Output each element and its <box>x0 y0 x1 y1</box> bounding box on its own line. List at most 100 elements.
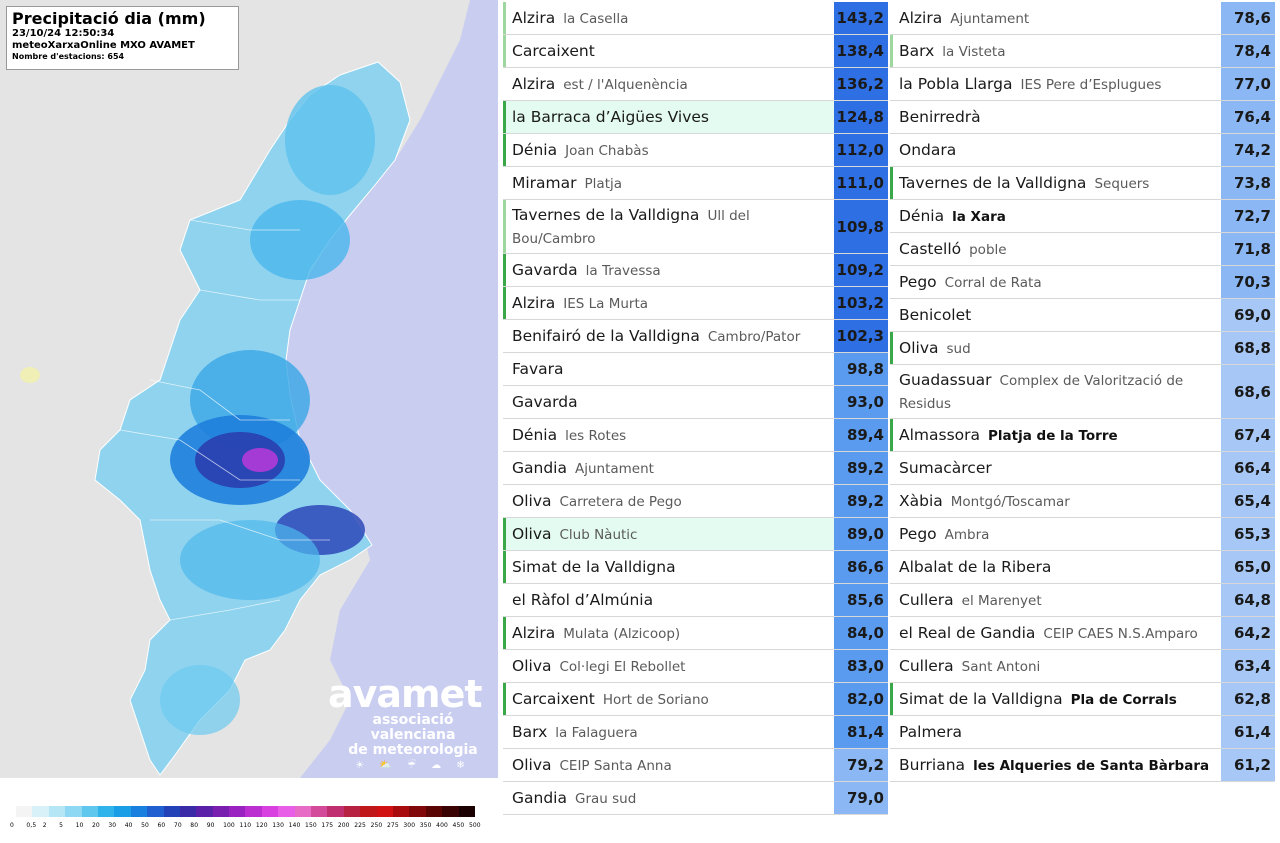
legend-label: 60 <box>157 822 166 829</box>
station-name-wrap: Alzira IES La Murta <box>512 292 648 315</box>
precipitation-value: 111,0 <box>834 167 888 199</box>
station-name-wrap: la Pobla Llarga IES Pere d’Esplugues <box>899 73 1161 96</box>
station-name-cell: Carcaixent <box>503 35 834 67</box>
station-name-cell: Benifairó de la Valldigna Cambro/Pator <box>503 320 834 352</box>
town-name: Burriana <box>899 755 966 774</box>
town-name: Ondara <box>899 141 957 159</box>
ranking-row: Alzira est / l'Alquenència 136,2 <box>503 68 888 101</box>
legend-swatch <box>32 806 49 817</box>
station-name-cell: Sumacàrcer <box>890 452 1221 484</box>
legend-label: 30 <box>108 822 117 829</box>
legend-swatch <box>311 806 328 817</box>
station-name-wrap: Gavarda <box>512 391 578 413</box>
ranking-row: Albalat de la Ribera 65,0 <box>890 551 1275 584</box>
precipitation-value: 136,2 <box>834 68 888 100</box>
station-label: CEIP CAES N.S.Amparo <box>1043 625 1198 642</box>
town-name: Benicolet <box>899 306 972 324</box>
ranking-row: la Pobla Llarga IES Pere d’Esplugues 77,0 <box>890 68 1275 101</box>
station-name-cell: Barx la Falaguera <box>503 716 834 748</box>
station-label: la Travessa <box>585 262 661 279</box>
ranking-row: Almassora Platja de la Torre 67,4 <box>890 419 1275 452</box>
station-label: Hort de Soriano <box>602 691 709 708</box>
station-name-cell: la Barraca d’Aigües Vives <box>503 101 834 133</box>
station-name-cell: Palmera <box>890 716 1221 748</box>
precipitation-value: 67,4 <box>1221 419 1275 451</box>
station-name-wrap: Sumacàrcer <box>899 457 992 479</box>
ranking-row: el Real de Gandia CEIP CAES N.S.Amparo 64,… <box>890 617 1275 650</box>
legend-label: 450 <box>452 822 465 829</box>
ranking-row: Cullera Sant Antoni 63,4 <box>890 650 1275 683</box>
town-name: Gavarda <box>512 260 578 279</box>
station-name-wrap: Benicolet <box>899 304 971 326</box>
precipitation-value: 79,2 <box>834 749 888 781</box>
station-name-wrap: Tavernes de la Valldigna Sequers <box>899 172 1149 195</box>
ranking-row: Oliva Club Nàutic 89,0 <box>503 518 888 551</box>
legend-label: 20 <box>91 822 100 829</box>
station-name-cell: Alzira Mulata (Alzicoop) <box>503 617 834 649</box>
town-name: el Ràfol d’Almúnia <box>512 591 654 609</box>
precipitation-value: 71,8 <box>1221 233 1275 265</box>
town-name: Simat de la Valldigna <box>512 558 676 576</box>
station-name-cell: Alzira Ajuntament <box>890 2 1221 34</box>
precipitation-value: 112,0 <box>834 134 888 166</box>
station-label: CEIP Santa Anna <box>559 757 672 774</box>
map-stations-count: Nombre d'estacions: 654 <box>12 52 125 61</box>
town-name: Dénia <box>899 206 945 225</box>
station-name-cell: Dénia les Rotes <box>503 419 834 451</box>
station-name-cell: Albalat de la Ribera <box>890 551 1221 583</box>
station-name-cell: Simat de la Valldigna Pla de Corrals <box>890 683 1221 715</box>
station-name-wrap: Dénia la Xara <box>899 205 1006 228</box>
legend-label: 110 <box>239 822 252 829</box>
ranking-row: Pego Corral de Rata 70,3 <box>890 266 1275 299</box>
precipitation-value: 63,4 <box>1221 650 1275 682</box>
ranking-row: Gavarda 93,0 <box>503 386 888 419</box>
ranking-row: Castelló poble 71,8 <box>890 233 1275 266</box>
station-name-wrap: Gandia Ajuntament <box>512 457 654 480</box>
town-name: Miramar <box>512 173 577 192</box>
legend-swatch <box>147 806 164 817</box>
station-name-cell: Miramar Platja <box>503 167 834 199</box>
legend-label: 140 <box>288 822 301 829</box>
legend-label: 5 <box>59 822 64 829</box>
legend-swatch <box>16 806 33 817</box>
station-label: Sequers <box>1094 175 1150 192</box>
legend-label: 150 <box>305 822 317 829</box>
station-name-cell: Tavernes de la Valldigna Ull del Bou/Camb… <box>503 200 834 253</box>
town-name: la Pobla Llarga <box>899 74 1013 93</box>
station-label: Mulata (Alzicoop) <box>563 625 681 642</box>
legend-label: 500 <box>468 822 481 829</box>
color-scale-labels: 0 0,5 2 5 10 20 30 40 50 60 70 80 90 100 110 120 130 140 1… <box>10 822 485 829</box>
precipitation-value: 138,4 <box>834 35 888 67</box>
legend-swatch <box>458 806 475 817</box>
town-name: Cullera <box>899 590 954 609</box>
ranking-row: Tavernes de la Valldigna Sequers 73,8 <box>890 167 1275 200</box>
precipitation-value: 89,0 <box>834 518 888 550</box>
ranking-row: Palmera 61,4 <box>890 716 1275 749</box>
station-label: IES Pere d’Esplugues <box>1020 76 1162 93</box>
station-name-wrap: Cullera el Marenyet <box>899 589 1042 612</box>
precipitation-value: 64,2 <box>1221 617 1275 649</box>
legend-swatch <box>114 806 131 817</box>
legend-label: 200 <box>337 822 350 829</box>
ranking-row: Ondara 74,2 <box>890 134 1275 167</box>
map-title-box: Precipitació dia (mm) 23/10/24 12:50:34 … <box>6 6 239 70</box>
station-name-cell: Gandia Ajuntament <box>503 452 834 484</box>
station-name-cell: Simat de la Valldigna <box>503 551 834 583</box>
ranking-row: Alzira la Casella 143,2 <box>503 2 888 35</box>
precipitation-value: 70,3 <box>1221 266 1275 298</box>
station-name-wrap: Oliva CEIP Santa Anna <box>512 754 672 777</box>
station-name-cell: Alzira la Casella <box>503 2 834 34</box>
station-name-wrap: Oliva Club Nàutic <box>512 523 637 546</box>
station-name-wrap: Barx la Falaguera <box>512 721 638 744</box>
legend-swatch <box>130 806 148 817</box>
ranking-row: Dénia la Xara 72,7 <box>890 200 1275 233</box>
station-name-cell: Barx la Visteta <box>890 35 1221 67</box>
ranking-row: Gandia Ajuntament 89,2 <box>503 452 888 485</box>
station-name-wrap: Burriana les Alqueries de Santa Bàrbara <box>899 754 1209 777</box>
station-name-wrap: Gandia Grau sud <box>512 787 636 810</box>
town-name: Albalat de la Ribera <box>899 558 1052 576</box>
station-label: Ambra <box>944 526 990 543</box>
town-name: Favara <box>512 360 564 378</box>
legend-label: 350 <box>419 822 432 829</box>
station-name-wrap: Gavarda la Travessa <box>512 259 661 282</box>
